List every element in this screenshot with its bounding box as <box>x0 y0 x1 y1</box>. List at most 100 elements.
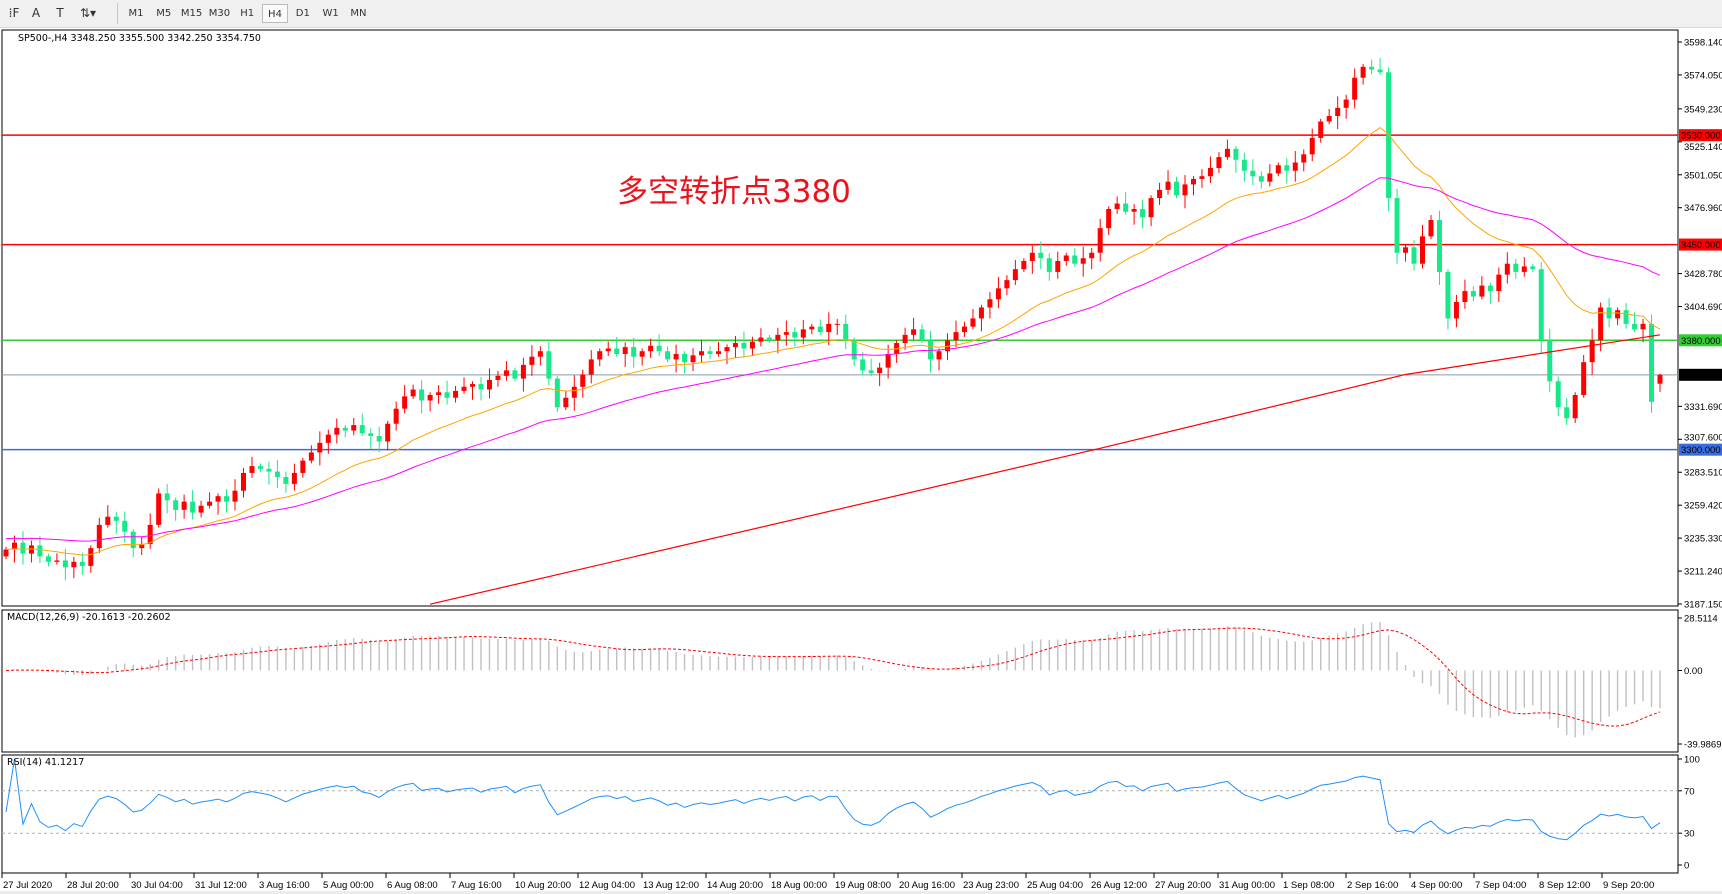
candle-body <box>631 347 637 357</box>
candle-body <box>181 501 187 510</box>
candle-body <box>198 505 204 513</box>
candle-body <box>1445 271 1451 319</box>
candle-body <box>147 524 153 545</box>
timeframe-h1-button[interactable]: H1 <box>240 8 255 19</box>
candle-body <box>792 332 798 338</box>
candle-body <box>1012 269 1018 281</box>
candle-body <box>843 323 849 341</box>
timeframe-m5-button[interactable]: M5 <box>156 8 172 19</box>
timeframe-w1-button[interactable]: W1 <box>322 8 339 19</box>
candle-body <box>1530 266 1536 270</box>
candle-body <box>1063 255 1069 261</box>
candle-body <box>376 436 382 442</box>
candle-body <box>334 427 340 435</box>
candle-body <box>291 472 297 484</box>
bottom-scroll-area <box>0 891 1722 894</box>
candle-body <box>37 545 43 557</box>
candle-body <box>402 396 408 409</box>
timeframe-m15-button[interactable]: M15 <box>180 8 203 19</box>
candle-body <box>1403 247 1409 253</box>
candle-body <box>1089 252 1095 259</box>
candle-body <box>45 556 51 562</box>
level-label: 3380.000 <box>1681 336 1721 347</box>
level-label-bg <box>1679 238 1722 251</box>
macd-axis-label: 0.00 <box>1684 666 1703 677</box>
rsi-axis-label: 70 <box>1684 786 1695 797</box>
candle-body <box>1479 285 1485 297</box>
candle-body <box>1369 66 1375 70</box>
candle-body <box>173 500 179 510</box>
candle-body <box>139 544 145 549</box>
candle-body <box>1632 323 1638 330</box>
candle-body <box>1318 121 1324 138</box>
candle-body <box>20 542 26 554</box>
rsi-axis-label: 0 <box>1684 861 1689 872</box>
candle-body <box>1241 159 1247 171</box>
candle-body <box>283 477 289 484</box>
candle-body <box>1538 269 1544 341</box>
time-axis-label: 26 Aug 12:00 <box>1091 880 1147 891</box>
text-tool-icon[interactable]: A <box>31 6 41 20</box>
macd-axis-label: 28.5114 <box>1684 614 1718 625</box>
candle-body <box>817 326 823 333</box>
candle-body <box>707 351 713 354</box>
timeframe-mn-button[interactable]: MN <box>350 8 367 19</box>
price-axis-label: 3259.420 <box>1684 501 1722 512</box>
candle-body <box>1453 302 1459 319</box>
candle-body <box>682 353 688 363</box>
candle-body <box>834 323 840 325</box>
candle-body <box>673 353 679 360</box>
candle-body <box>1547 340 1553 382</box>
price-axis-label: 3476.960 <box>1684 203 1722 214</box>
time-axis-label: 13 Aug 12:00 <box>643 880 699 891</box>
timeframe-m30-button[interactable]: M30 <box>208 8 231 19</box>
candle-body <box>1021 260 1027 270</box>
candle-body <box>266 468 272 472</box>
time-axis-label: 27 Jul 2020 <box>3 880 52 891</box>
price-axis-label: 3525.140 <box>1684 142 1722 153</box>
candle-body <box>1106 209 1112 229</box>
price-axis-label: 3307.600 <box>1684 433 1722 444</box>
candle-body <box>970 318 976 327</box>
toolbar: ⁞F A T ⇅▾ M1 M5 M15 M30 H1 H4 D1 W1 MN <box>0 0 1722 28</box>
period-separator-icon[interactable]: ⁞F <box>8 6 20 20</box>
candle-body <box>54 560 60 562</box>
candle-body <box>860 359 866 371</box>
rsi-pane-frame <box>1 754 1679 874</box>
time-axis-label: 31 Aug 00:00 <box>1219 880 1275 891</box>
timeframe-h4-button[interactable]: H4 <box>262 4 288 23</box>
candle-body <box>1097 228 1103 253</box>
candle-body <box>809 326 815 330</box>
timeframe-m1-button[interactable]: M1 <box>128 8 144 19</box>
candle-body <box>300 460 306 473</box>
time-axis-label: 31 Jul 12:00 <box>195 880 247 891</box>
candle-body <box>1649 323 1655 402</box>
rsi-label: RSI(14) 41.1217 <box>7 757 85 768</box>
candle-body <box>1182 184 1188 196</box>
candle-body <box>919 329 925 341</box>
arrows-tool-icon[interactable]: ⇅▾ <box>79 6 97 20</box>
candle-body <box>1072 255 1078 264</box>
candle-body <box>164 493 170 501</box>
candle-body <box>877 367 883 374</box>
price-axis-label: 3428.780 <box>1684 269 1722 280</box>
candle-body <box>71 561 77 568</box>
time-axis-label: 7 Aug 16:00 <box>451 880 502 891</box>
level-label-bg <box>1679 129 1722 142</box>
candle-body <box>1275 165 1281 174</box>
timeframe-d1-button[interactable]: D1 <box>295 8 310 19</box>
candle-body <box>911 329 917 335</box>
text-label-tool-icon[interactable]: T <box>56 6 64 20</box>
candle-body <box>1589 340 1595 363</box>
candle-body <box>215 496 221 502</box>
candle-body <box>470 384 476 387</box>
time-axis-label: 7 Sep 04:00 <box>1475 880 1526 891</box>
candle-body <box>96 524 102 549</box>
candle-body <box>546 351 552 379</box>
time-axis-label: 25 Aug 04:00 <box>1027 880 1083 891</box>
candle-body <box>588 359 594 375</box>
candle-body <box>987 299 993 308</box>
candle-body <box>427 394 433 401</box>
candle-body <box>1004 280 1010 289</box>
